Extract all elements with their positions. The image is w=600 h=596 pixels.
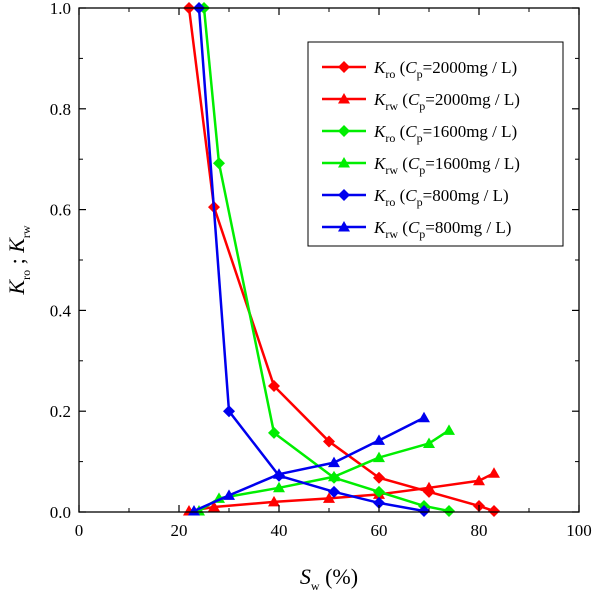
legend-item: Krw (Cp=800mg / L): [322, 218, 511, 241]
data-point-triangle: [373, 451, 385, 463]
y-tick-label: 0.2: [50, 402, 71, 421]
data-point-triangle: [328, 470, 340, 482]
data-point-triangle: [423, 437, 435, 448]
y-axis-title-symbol-1: K: [4, 279, 29, 296]
y-axis-title-subscript-2: rw: [19, 225, 33, 238]
data-point-diamond: [443, 504, 455, 517]
legend-box: [307, 41, 564, 247]
y-axis: 0.0 0.2 0.4 0.6 0.8 1.0: [50, 0, 579, 522]
x-axis: 0 20 40 60 80 100: [75, 8, 592, 540]
x-axis-title-subscript: w: [311, 579, 320, 593]
data-point-triangle: [268, 495, 280, 507]
legend-label: Krw (Cp=800mg / L): [373, 218, 511, 241]
y-tick-label: 0.6: [50, 201, 71, 220]
data-point-diamond: [268, 426, 280, 439]
y-tick-label: 0.4: [50, 301, 72, 320]
x-axis-title: Sw (%): [300, 564, 358, 593]
legend-label: Krw (Cp=1600mg / L): [373, 154, 520, 177]
series-line: [187, 8, 495, 512]
legend-label: Krw (Cp=2000mg / L): [373, 90, 520, 113]
series-line: [193, 416, 425, 512]
y-tick-label: 1.0: [50, 0, 71, 18]
data-point-diamond: [338, 189, 350, 201]
x-tick-label: 40: [271, 521, 288, 540]
x-tick-label: 60: [371, 521, 388, 540]
series-krw-cp-1600mg-l-: [193, 424, 455, 516]
data-point-triangle: [473, 474, 485, 486]
series-kro-cp-800mg-l-: [193, 2, 430, 517]
y-tick-label: 0.0: [50, 503, 71, 522]
x-axis-title-symbol: S: [300, 564, 311, 589]
data-point-triangle: [273, 468, 285, 479]
data-point-diamond: [373, 496, 385, 509]
data-point-diamond: [268, 380, 280, 392]
data-point-diamond: [418, 504, 430, 517]
data-point-diamond: [373, 485, 385, 498]
data-point-triangle: [423, 481, 435, 493]
data-point-triangle: [338, 157, 350, 168]
series-krw-cp-800mg-l-: [188, 411, 430, 516]
data-point-diamond: [338, 61, 350, 73]
data-point-triangle: [323, 492, 335, 503]
data-point-triangle: [338, 93, 350, 104]
legend-label: Kro (Cp=800mg / L): [373, 186, 509, 209]
data-point-triangle: [188, 504, 200, 516]
x-tick-label: 0: [75, 521, 84, 540]
x-tick-label: 20: [171, 521, 188, 540]
legend-label: Kro (Cp=2000mg / L): [373, 58, 517, 81]
data-point-triangle: [488, 467, 500, 478]
y-axis-title: Kro ; Krw: [4, 225, 33, 295]
y-axis-title-symbol-2: K: [4, 237, 29, 254]
legend-item: Kro (Cp=800mg / L): [322, 186, 509, 209]
data-point-diamond: [328, 485, 340, 498]
legend-item: Kro (Cp=1600mg / L): [322, 122, 517, 145]
data-point-triangle: [273, 481, 285, 493]
data-point-diamond: [373, 471, 385, 484]
data-point-diamond: [323, 435, 335, 448]
data-point-triangle: [223, 489, 235, 500]
data-point-diamond: [213, 157, 225, 170]
x-axis-title-unit: (%): [320, 564, 358, 589]
legend-label: Kro (Cp=1600mg / L): [373, 122, 517, 145]
data-point-triangle: [418, 411, 430, 423]
data-point-triangle: [373, 434, 385, 445]
data-point-diamond: [223, 405, 235, 418]
data-point-triangle: [443, 424, 455, 435]
legend-item: Krw (Cp=2000mg / L): [322, 90, 520, 113]
data-point-triangle: [208, 500, 220, 512]
y-axis-title-subscript-1: ro: [19, 270, 33, 280]
data-point-triangle: [338, 221, 350, 232]
y-axis-title-separator: ;: [4, 253, 29, 270]
legend-item: Kro (Cp=2000mg / L): [322, 58, 517, 81]
y-tick-label: 0.8: [50, 100, 71, 119]
data-point-triangle: [328, 456, 340, 468]
x-tick-label: 100: [566, 521, 592, 540]
legend: Kro (Cp=2000mg / L) Krw (Cp=2000mg / L) Kr…: [307, 41, 564, 247]
x-tick-label: 80: [471, 521, 488, 540]
legend-item: Krw (Cp=1600mg / L): [322, 154, 520, 177]
data-point-diamond: [338, 125, 350, 137]
series-line: [197, 8, 425, 512]
data-point-diamond: [488, 504, 500, 517]
